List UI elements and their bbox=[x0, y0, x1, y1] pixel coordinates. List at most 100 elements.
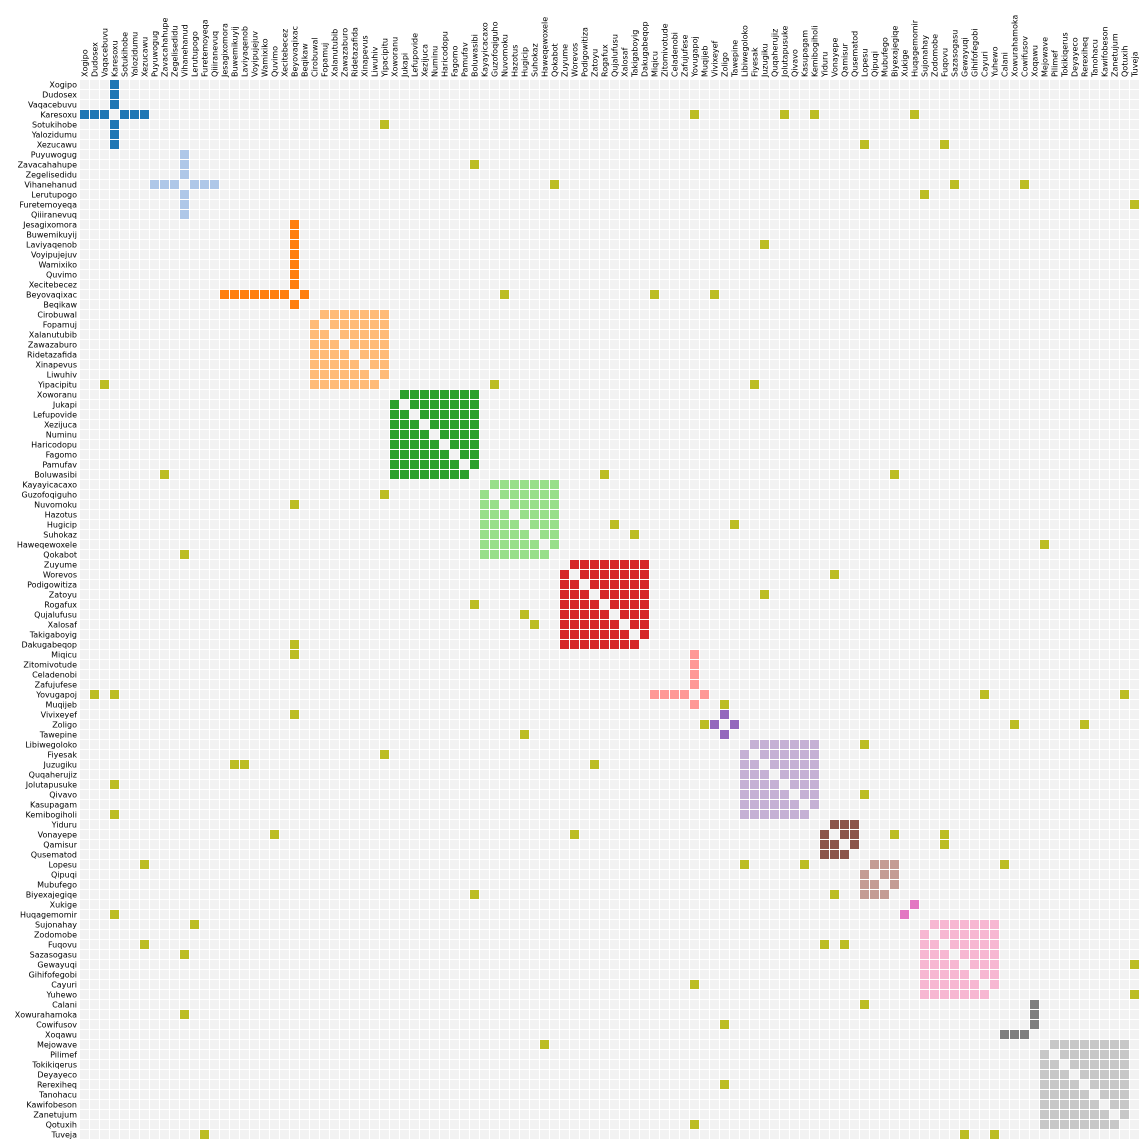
matrix-cell bbox=[630, 240, 639, 249]
matrix-cell bbox=[160, 270, 169, 279]
matrix-cell bbox=[710, 420, 719, 429]
matrix-cell bbox=[340, 120, 349, 129]
matrix-cell bbox=[1130, 460, 1139, 469]
matrix-cell bbox=[490, 300, 499, 309]
matrix-cell bbox=[370, 240, 379, 249]
matrix-cell bbox=[550, 230, 559, 239]
matrix-cell bbox=[760, 450, 769, 459]
matrix-cell bbox=[150, 130, 159, 139]
matrix-cell bbox=[240, 270, 249, 279]
matrix-cell bbox=[890, 410, 899, 419]
matrix-cell bbox=[740, 380, 749, 389]
matrix-cell bbox=[800, 280, 809, 289]
matrix-cell bbox=[640, 180, 649, 189]
matrix-cell bbox=[190, 140, 199, 149]
matrix-cell bbox=[820, 450, 829, 459]
matrix-cell bbox=[1030, 100, 1039, 109]
matrix-cell bbox=[820, 260, 829, 269]
matrix-cell bbox=[840, 80, 849, 89]
matrix-cell bbox=[860, 220, 869, 229]
matrix-cell bbox=[870, 110, 879, 119]
matrix-cell bbox=[450, 540, 459, 549]
matrix-cell bbox=[780, 390, 789, 399]
matrix-cell-filled bbox=[360, 370, 369, 379]
matrix-cell bbox=[450, 90, 459, 99]
matrix-cell bbox=[260, 180, 269, 189]
matrix-cell bbox=[330, 520, 339, 529]
matrix-cell bbox=[640, 200, 649, 209]
matrix-cell bbox=[810, 230, 819, 239]
matrix-cell bbox=[800, 80, 809, 89]
matrix-cell bbox=[1010, 360, 1019, 369]
matrix-cell bbox=[980, 510, 989, 519]
matrix-cell bbox=[530, 190, 539, 199]
matrix-cell bbox=[790, 90, 799, 99]
matrix-cell bbox=[200, 290, 209, 299]
matrix-cell bbox=[140, 480, 149, 489]
matrix-cell bbox=[330, 420, 339, 429]
matrix-cell bbox=[100, 450, 109, 459]
matrix-cell bbox=[490, 260, 499, 269]
matrix-cell bbox=[540, 450, 549, 459]
matrix-cell bbox=[1080, 110, 1089, 119]
matrix-cell bbox=[880, 170, 889, 179]
matrix-cell bbox=[190, 380, 199, 389]
matrix-cell bbox=[790, 340, 799, 349]
matrix-cell bbox=[450, 120, 459, 129]
matrix-cell bbox=[330, 130, 339, 139]
matrix-cell bbox=[130, 350, 139, 359]
matrix-cell bbox=[340, 400, 349, 409]
matrix-cell bbox=[660, 410, 669, 419]
matrix-cell bbox=[850, 320, 859, 329]
matrix-cell bbox=[570, 130, 579, 139]
matrix-cell bbox=[1000, 290, 1009, 299]
matrix-cell bbox=[370, 270, 379, 279]
matrix-cell bbox=[830, 170, 839, 179]
matrix-cell bbox=[860, 480, 869, 489]
matrix-cell bbox=[440, 310, 449, 319]
matrix-cell bbox=[250, 470, 259, 479]
matrix-cell bbox=[990, 420, 999, 429]
matrix-cell bbox=[560, 80, 569, 89]
matrix-cell-filled bbox=[310, 360, 319, 369]
matrix-cell bbox=[410, 90, 419, 99]
matrix-cell-filled bbox=[180, 150, 189, 159]
matrix-cell bbox=[340, 300, 349, 309]
matrix-cell bbox=[300, 250, 309, 259]
matrix-cell bbox=[600, 400, 609, 409]
matrix-cell bbox=[690, 180, 699, 189]
matrix-cell bbox=[1050, 500, 1059, 509]
matrix-cell bbox=[430, 130, 439, 139]
matrix-cell bbox=[950, 320, 959, 329]
matrix-cell bbox=[1070, 450, 1079, 459]
matrix-cell bbox=[280, 470, 289, 479]
matrix-cell bbox=[1060, 130, 1069, 139]
matrix-cell bbox=[860, 300, 869, 309]
matrix-cell bbox=[1070, 290, 1079, 299]
matrix-cell bbox=[120, 150, 129, 159]
matrix-cell bbox=[500, 170, 509, 179]
matrix-cell bbox=[700, 510, 709, 519]
matrix-cell bbox=[710, 90, 719, 99]
matrix-cell bbox=[810, 450, 819, 459]
matrix-cell bbox=[410, 200, 419, 209]
matrix-cell bbox=[870, 210, 879, 219]
matrix-cell bbox=[910, 150, 919, 159]
matrix-cell bbox=[880, 340, 889, 349]
matrix-cell bbox=[1100, 460, 1109, 469]
matrix-cell bbox=[910, 250, 919, 259]
matrix-cell bbox=[550, 470, 559, 479]
matrix-cell bbox=[190, 370, 199, 379]
matrix-cell bbox=[1110, 360, 1119, 369]
matrix-cell bbox=[250, 450, 259, 459]
matrix-cell bbox=[790, 330, 799, 339]
matrix-cell bbox=[760, 200, 769, 209]
matrix-cell bbox=[550, 170, 559, 179]
matrix-cell bbox=[610, 100, 619, 109]
matrix-cell bbox=[640, 540, 649, 549]
matrix-cell bbox=[1010, 330, 1019, 339]
matrix-cell bbox=[730, 430, 739, 439]
matrix-cell bbox=[850, 150, 859, 159]
matrix-cell bbox=[880, 470, 889, 479]
matrix-cell bbox=[80, 140, 89, 149]
